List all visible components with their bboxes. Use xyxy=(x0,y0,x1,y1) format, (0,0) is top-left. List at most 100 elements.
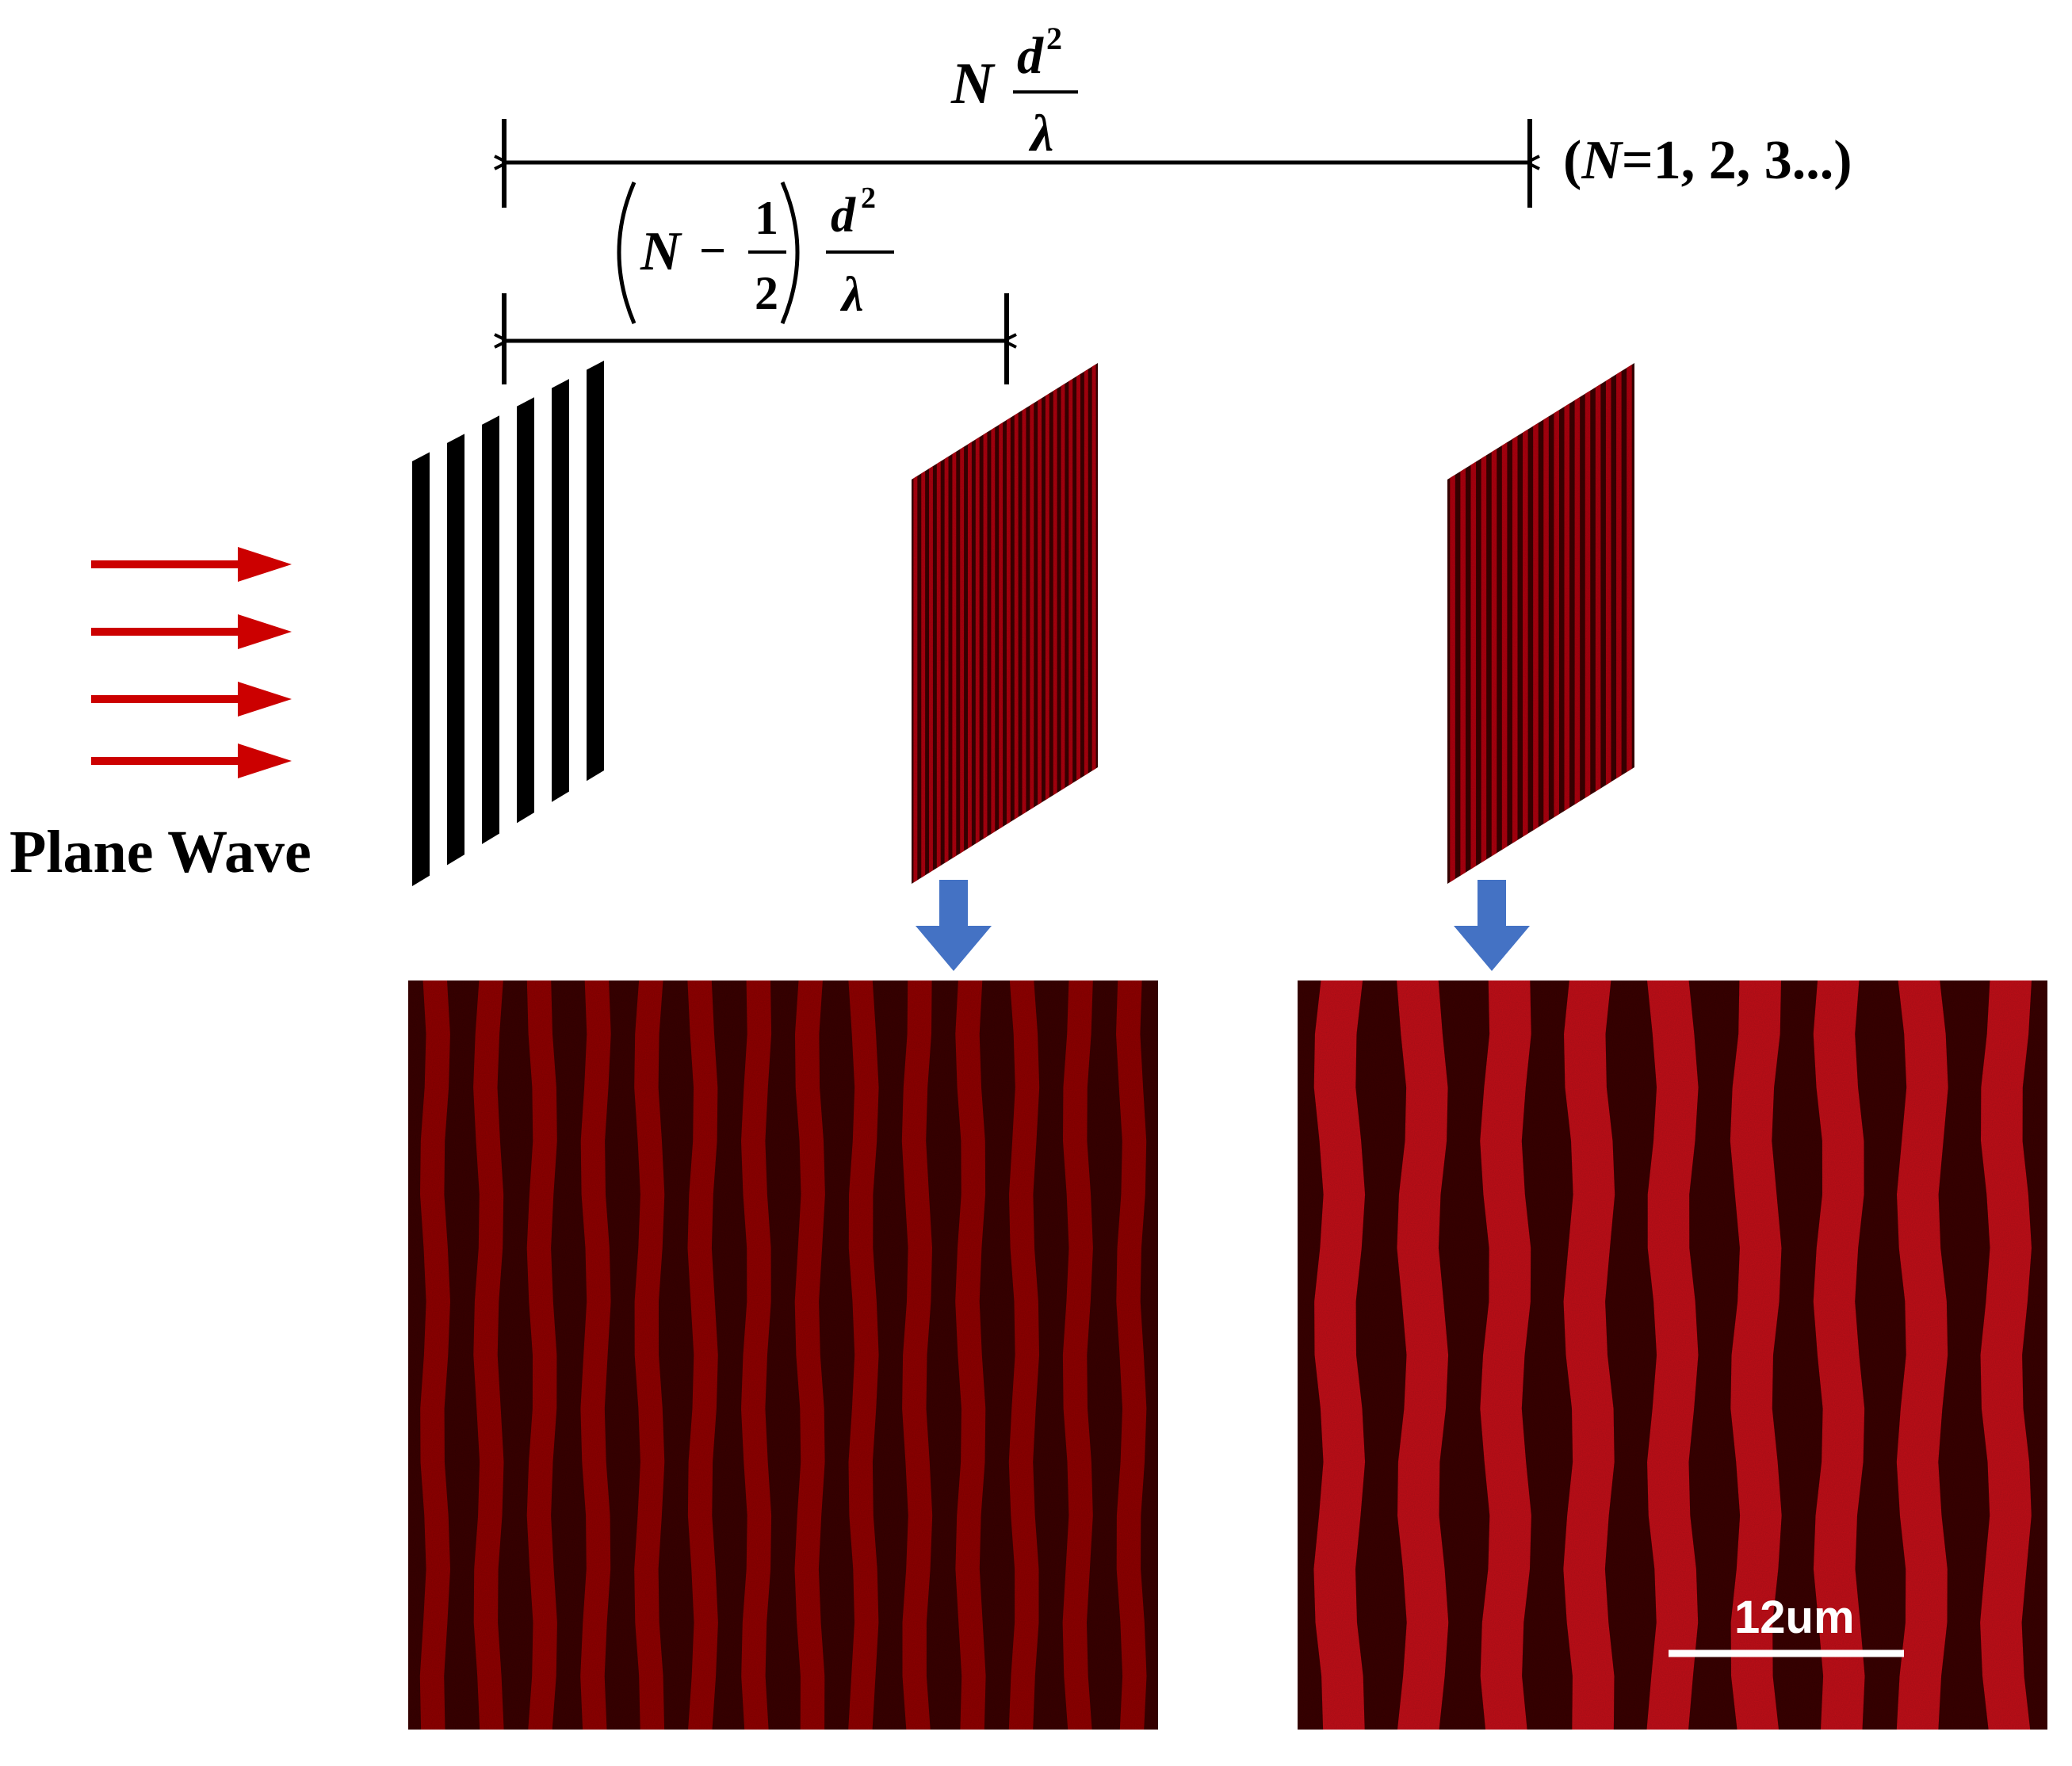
fringe-stripe xyxy=(1813,980,1865,1730)
fringe-line xyxy=(1595,363,1601,884)
formula-half-two: 2 xyxy=(755,267,778,319)
fringe-line xyxy=(1481,363,1487,884)
fringe-line xyxy=(929,363,933,884)
formula-full-denominator: λ xyxy=(1028,105,1053,162)
fringe-line xyxy=(1068,363,1073,884)
arrow-right-icon xyxy=(91,614,292,649)
fringe-stripe xyxy=(687,980,718,1730)
dimension-half xyxy=(504,293,1007,384)
condition-rest: =1, 2, 3...) xyxy=(1622,130,1852,191)
grating-bar xyxy=(552,361,569,886)
arrow-right-icon xyxy=(91,682,292,717)
arrow-down-icon xyxy=(916,880,992,971)
fringe-stripe xyxy=(473,980,504,1730)
fringe-stripe xyxy=(1062,980,1093,1730)
fringe-line xyxy=(1014,363,1019,884)
fringe-line xyxy=(1554,363,1559,884)
arrow-right-icon xyxy=(91,743,292,778)
fringe-line xyxy=(975,363,980,884)
fringe-stripe xyxy=(1896,980,1948,1730)
fringe-stripe xyxy=(1116,980,1147,1730)
grating-bar xyxy=(447,361,464,886)
fringe-line xyxy=(960,363,965,884)
fringe-line xyxy=(991,363,996,884)
fringe-line xyxy=(1450,363,1455,884)
grating-bar xyxy=(517,361,534,886)
fringe-line xyxy=(1523,363,1528,884)
formula-full-exponent: 2 xyxy=(1046,21,1062,56)
formula-full-numerator: d xyxy=(1017,27,1044,85)
fringe-stripe xyxy=(634,980,665,1730)
fringe-line xyxy=(1574,363,1581,884)
dimension-full xyxy=(504,119,1530,208)
fringe-line xyxy=(1061,363,1065,884)
fringe-line xyxy=(1616,363,1622,884)
observation-plane-half-talbot xyxy=(912,363,1098,884)
formula-half-minus: − xyxy=(699,224,726,277)
incident-arrows xyxy=(91,547,292,778)
plane-wave-label: Plane Wave xyxy=(10,819,312,885)
fringe-line xyxy=(1022,363,1026,884)
fringe-stripe xyxy=(1980,980,2032,1730)
fringe-stripe xyxy=(419,980,450,1730)
formula-half-exponent: 2 xyxy=(861,182,876,215)
fringe-line xyxy=(1084,363,1088,884)
fringe-line xyxy=(1533,363,1539,884)
fringe-line xyxy=(1543,363,1549,884)
fringe-stripe xyxy=(1646,980,1699,1730)
fringe-line xyxy=(1076,363,1080,884)
formula-full-distance: N d 2 λ xyxy=(950,21,1078,162)
fringe-line xyxy=(1053,363,1057,884)
fringe-image-full-talbot xyxy=(1298,980,2047,1730)
fringe-line xyxy=(913,363,918,884)
fringe-stripe xyxy=(848,980,879,1730)
formula-half-numerator: d xyxy=(831,189,856,243)
fringe-stripe xyxy=(1730,980,1782,1730)
fringe-line xyxy=(967,363,972,884)
arrow-down-icon xyxy=(1454,880,1530,971)
formula-half-paren-left xyxy=(617,182,637,324)
formula-half-n: N xyxy=(640,221,682,282)
fringe-stripe xyxy=(901,980,933,1730)
condition-open: ( xyxy=(1563,130,1581,191)
fringe-line xyxy=(1030,363,1034,884)
down-arrows xyxy=(916,880,1530,971)
scale-bar-label: 12um xyxy=(1734,1592,1855,1643)
scale-bar: 12um xyxy=(1669,1592,1904,1657)
fringe-image-half-talbot xyxy=(408,980,1158,1730)
fringe-line xyxy=(983,363,988,884)
fringe-stripe xyxy=(580,980,611,1730)
fringe-line xyxy=(999,363,1004,884)
formula-full-n: N xyxy=(950,52,996,117)
condition-n: N xyxy=(1581,130,1623,191)
formula-half-distance: N − 1 2 d 2 λ xyxy=(617,182,894,324)
fringe-line xyxy=(1470,363,1477,884)
formula-condition: (N=1, 2, 3...) xyxy=(1563,130,1852,191)
fringe-line xyxy=(1501,363,1508,884)
formula-half-one: 1 xyxy=(755,192,778,244)
fringe-stripe xyxy=(1008,980,1040,1730)
fringe-line xyxy=(1512,363,1518,884)
fringe-line xyxy=(944,363,949,884)
fringe-stripe xyxy=(955,980,986,1730)
fringe-stripe xyxy=(526,980,557,1730)
arrow-right-icon xyxy=(91,547,292,582)
fringe-line xyxy=(1491,363,1497,884)
formula-half-paren-right xyxy=(780,182,800,324)
fringe-line xyxy=(936,363,941,884)
fringe-line xyxy=(1091,363,1096,884)
fringe-stripe xyxy=(741,980,772,1730)
observation-plane-full-talbot xyxy=(1447,363,1634,884)
fringe-line xyxy=(921,363,926,884)
fringe-stripe xyxy=(1313,980,1366,1730)
fringe-stripe xyxy=(1397,980,1449,1730)
fringe-line xyxy=(952,363,957,884)
fringe-line xyxy=(1006,363,1011,884)
fringe-stripe xyxy=(794,980,825,1730)
fringe-stripe xyxy=(1480,980,1531,1730)
grating-bar xyxy=(482,361,499,886)
fringe-line xyxy=(1460,363,1466,884)
fringe-line xyxy=(1564,363,1570,884)
grating-icon xyxy=(412,361,604,886)
